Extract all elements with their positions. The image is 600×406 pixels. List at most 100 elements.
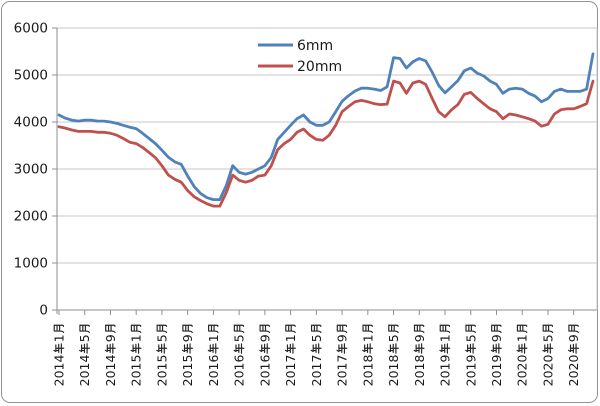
- x-axis-label: 2017 9: [335, 324, 350, 387]
- x-axis-label: 2019 9: [489, 324, 504, 386]
- x-axis-label-cjk-glyph: [130, 324, 142, 333]
- x-axis-label-text: 5: [309, 334, 324, 342]
- x-axis-label-text: 5: [386, 334, 401, 342]
- x-axis-label-text: 9: [489, 334, 504, 342]
- x-axis-label: 2017 1: [283, 324, 298, 387]
- x-axis-label-text: 2016: [257, 354, 272, 386]
- x-axis-label-cjk-glyph: [79, 343, 91, 354]
- x-axis-label-cjk-glyph: [439, 343, 451, 354]
- x-axis-label-text: 2017: [283, 355, 298, 387]
- x-axis-label: 2016 9: [257, 324, 272, 386]
- y-axis-label: 5000: [14, 68, 48, 84]
- y-axis-label: 2000: [14, 209, 48, 225]
- x-axis-label-text: 2016: [206, 354, 221, 386]
- y-axis-label: 1000: [14, 256, 48, 272]
- x-axis-label-text: 2020: [540, 354, 555, 386]
- x-axis-label-text: 2015: [180, 355, 195, 387]
- x-axis-label-cjk-glyph: [413, 324, 425, 333]
- x-axis-label: 2016 5: [232, 324, 247, 386]
- x-axis-label-text: 2017: [309, 355, 324, 387]
- legend-label: 20mm: [297, 59, 342, 75]
- legend-label: 6mm: [297, 38, 333, 54]
- x-axis-label-text: 1: [283, 334, 298, 342]
- x-axis-label-cjk-glyph: [336, 324, 348, 333]
- x-axis-label-text: 2017: [335, 355, 350, 387]
- x-axis-label: 2015 5: [154, 324, 169, 387]
- series-line-20mm: [57, 79, 595, 208]
- x-axis-label: 2016 1: [206, 324, 221, 386]
- x-axis-label: 2015 9: [180, 324, 195, 387]
- x-axis-label: 2015 1: [129, 324, 144, 387]
- x-axis-label-cjk-glyph: [130, 343, 142, 354]
- x-axis-label: 2017 5: [309, 324, 324, 387]
- legend-item-20mm: 20mm: [258, 59, 342, 75]
- series-line-6mm: [57, 52, 595, 202]
- x-axis-label-cjk-glyph: [208, 324, 219, 333]
- x-axis-label-text: 9: [566, 334, 581, 342]
- x-axis-label-cjk-glyph: [491, 324, 502, 333]
- x-axis-label: 2018 9: [412, 324, 427, 386]
- x-axis-label: 2019 5: [463, 324, 478, 386]
- x-axis-label-text: 2014: [103, 354, 118, 386]
- x-axis-label-cjk-glyph: [310, 324, 322, 333]
- x-axis-label-cjk-glyph: [104, 343, 116, 354]
- x-axis-label-text: 1: [52, 334, 67, 342]
- x-axis-label: 2018 1: [360, 324, 375, 386]
- x-axis-label-cjk-glyph: [310, 343, 322, 354]
- x-axis-label-cjk-glyph: [182, 324, 193, 333]
- x-axis-label-text: 1: [360, 334, 375, 342]
- x-axis-label-cjk-glyph: [259, 343, 271, 354]
- x-axis-label-cjk-glyph: [79, 324, 90, 333]
- x-axis-label-text: 2018: [412, 354, 427, 386]
- x-axis-label-text: 1: [129, 334, 144, 342]
- x-axis-label-text: 9: [257, 334, 272, 342]
- x-axis-label-text: 2020: [566, 354, 581, 386]
- x-axis-label-text: 5: [77, 334, 92, 342]
- x-axis-label-cjk-glyph: [156, 324, 168, 333]
- x-axis-label-text: 5: [232, 334, 247, 342]
- x-axis-label-cjk-glyph: [568, 343, 579, 354]
- y-axis-label: 0: [39, 303, 48, 319]
- x-axis-label-cjk-glyph: [207, 343, 219, 354]
- x-axis-label-cjk-glyph: [413, 343, 425, 354]
- x-axis-label-text: 1: [438, 334, 453, 342]
- x-axis-label-cjk-glyph: [568, 324, 579, 333]
- x-axis-label-cjk-glyph: [439, 324, 451, 333]
- x-axis-label-text: 2020: [515, 354, 530, 386]
- x-axis-label-text: 1: [206, 334, 221, 342]
- x-axis-label-cjk-glyph: [388, 324, 399, 333]
- x-axis-label-cjk-glyph: [542, 343, 554, 354]
- x-axis-label-text: 2018: [386, 354, 401, 386]
- x-axis-label-cjk-glyph: [387, 343, 399, 354]
- x-axis-label-text: 5: [540, 334, 555, 342]
- x-axis-label-text: 2019: [463, 354, 478, 386]
- x-axis-label-cjk-glyph: [490, 343, 502, 354]
- x-axis-label-text: 5: [154, 334, 169, 342]
- x-axis-label-cjk-glyph: [285, 324, 296, 333]
- x-axis-label: 2020 5: [540, 324, 555, 386]
- x-axis-label-cjk-glyph: [336, 343, 348, 354]
- x-axis-label-text: 2014: [52, 354, 67, 386]
- x-axis-label: 2020 9: [566, 324, 581, 386]
- x-axis-label: 2014 9: [103, 324, 118, 386]
- x-axis-label-text: 9: [103, 334, 118, 342]
- x-axis-label-text: 2014: [77, 354, 92, 386]
- x-axis-label-text: 1: [515, 334, 530, 342]
- x-axis-label-cjk-glyph: [156, 343, 168, 354]
- gridlines: [56, 27, 598, 314]
- x-axis-label-cjk-glyph: [362, 343, 374, 354]
- x-axis-label-text: 2015: [154, 355, 169, 387]
- x-axis-label-cjk-glyph: [516, 343, 528, 354]
- x-axis-label-text: 2019: [438, 354, 453, 386]
- x-axis-label-text: 9: [180, 334, 195, 342]
- x-axis-label-text: 2015: [129, 355, 144, 387]
- x-axis-label-text: 5: [463, 334, 478, 342]
- y-axis-label: 6000: [14, 21, 48, 37]
- x-axis-label-cjk-glyph: [465, 324, 476, 333]
- y-axis-label: 4000: [14, 115, 48, 131]
- y-axis-label: 3000: [14, 162, 48, 178]
- x-axis-label-cjk-glyph: [516, 324, 528, 333]
- legend: 6mm 20mm: [258, 38, 342, 75]
